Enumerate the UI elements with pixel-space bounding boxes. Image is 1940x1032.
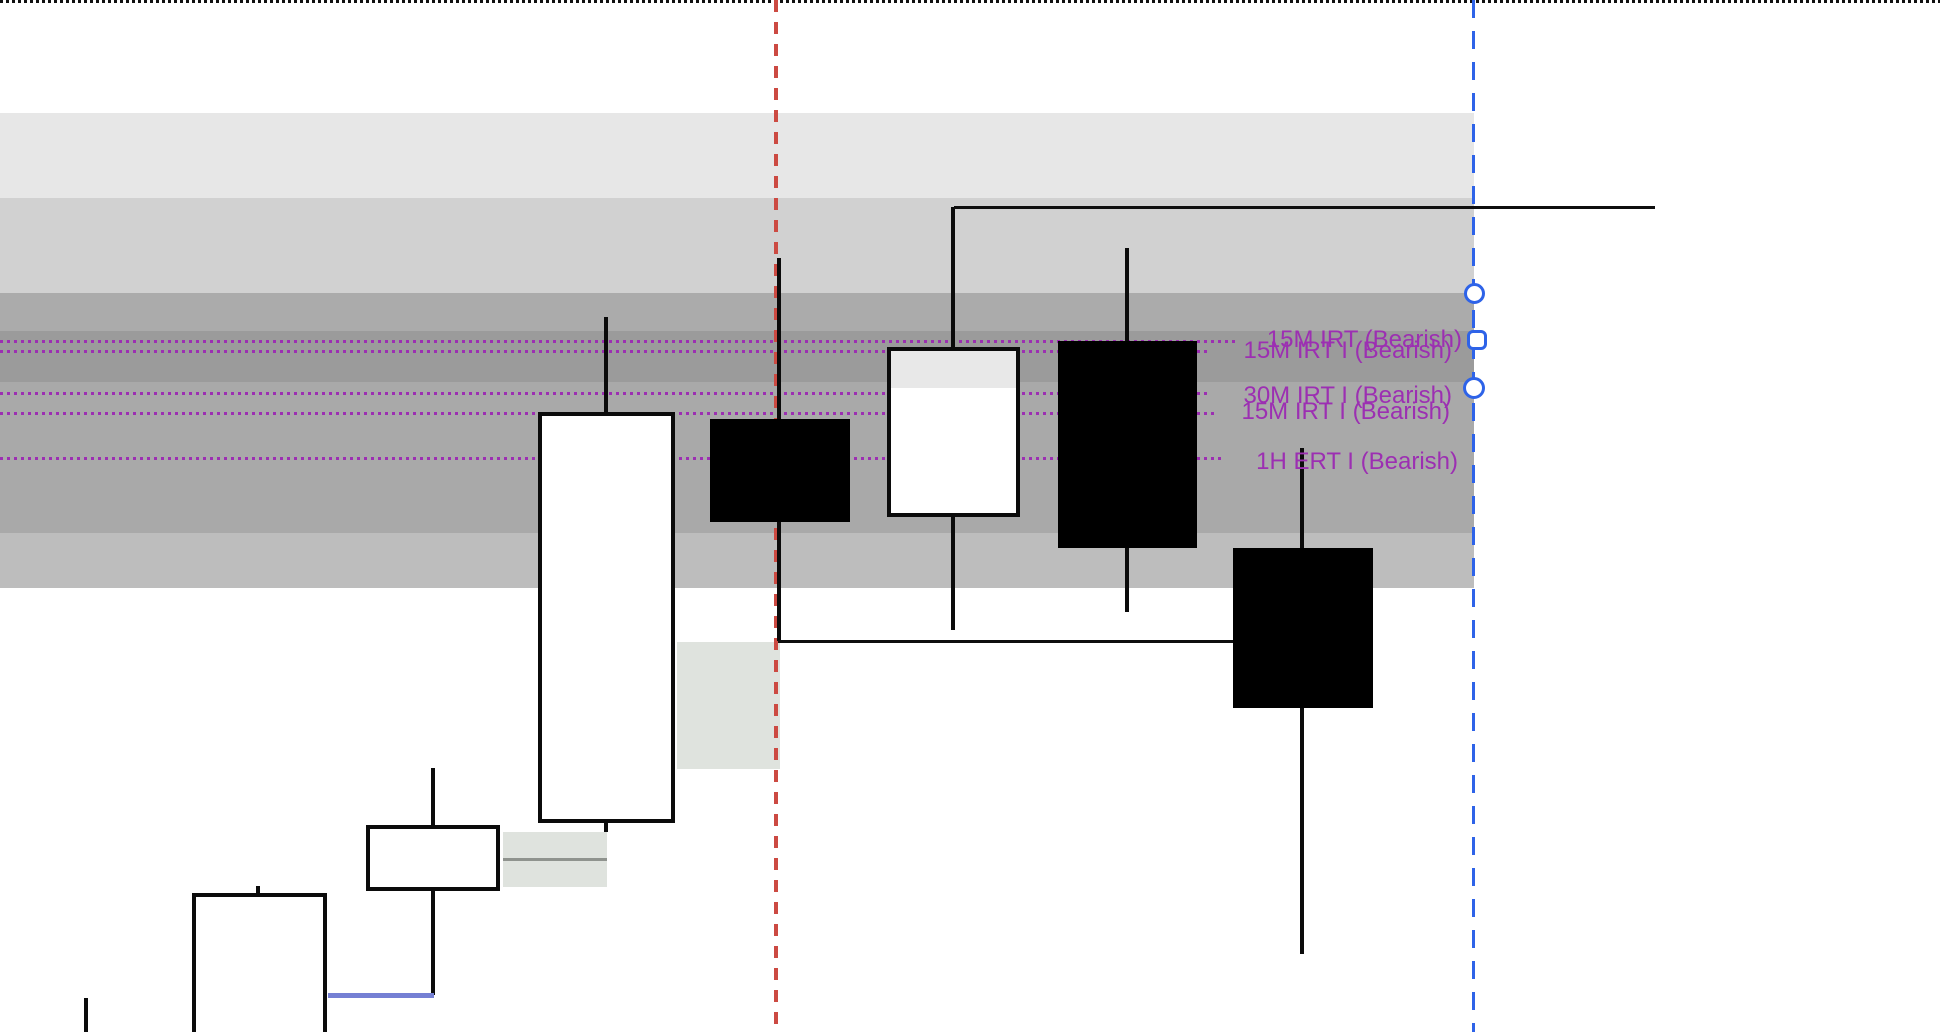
- dotted-price-level: [0, 0, 1940, 3]
- candle-3-wick: [604, 317, 608, 412]
- selection-handle-square[interactable]: [1467, 330, 1487, 350]
- irt-level-dotted-line: [0, 340, 1236, 343]
- candle-3: [538, 412, 675, 823]
- candle-5: [887, 347, 1020, 517]
- candle-6: [1058, 341, 1197, 548]
- candle-3-wick: [604, 823, 608, 832]
- supply-zone-band: [0, 293, 1474, 331]
- supply-zone-band: [0, 331, 1474, 382]
- supply-zone-band: [0, 198, 1474, 293]
- supply-zone-band: [0, 113, 1474, 198]
- candle-1: [192, 893, 327, 1032]
- candle-2: [366, 825, 500, 891]
- candle-6-wick: [1125, 548, 1129, 612]
- candle-2-wick: [431, 768, 435, 825]
- measurement-box: [503, 832, 607, 887]
- mid-structure-line: [778, 640, 1233, 643]
- top-breakout-line: [954, 206, 1655, 209]
- candle-4-wick: [777, 522, 781, 641]
- candle-1-wick: [256, 886, 260, 893]
- candle-7: [1233, 548, 1373, 708]
- candle-5-wick: [951, 517, 955, 630]
- candle-5-upper-fill: [891, 351, 1016, 388]
- selection-handle-circle[interactable]: [1463, 377, 1485, 399]
- blue-dashed-vline[interactable]: [1472, 0, 1475, 1032]
- selection-handle-circle[interactable]: [1463, 282, 1485, 304]
- candle-7-wick: [1300, 708, 1304, 954]
- candle-4-wick: [777, 258, 781, 419]
- supply-zone-band: [0, 533, 1474, 588]
- candle-2-wick: [431, 891, 435, 995]
- candle-6-wick: [1125, 248, 1129, 341]
- candle-7-wick: [1300, 448, 1304, 548]
- irt-level-label: 1H ERT I (Bearish): [1256, 448, 1458, 475]
- irt-level-label: 15M IRT I (Bearish): [1241, 398, 1450, 425]
- irt-level-label: 30M IRT I (Bearish): [1243, 382, 1452, 409]
- blue-structure-segment: [328, 993, 434, 998]
- candle-4: [710, 419, 850, 522]
- measurement-box: [677, 642, 780, 769]
- candle-5-wick: [951, 207, 955, 347]
- edge-candle-wick: [84, 998, 88, 1032]
- measurement-box-midline: [503, 858, 607, 861]
- irt-level-label: 15M IRT I (Bearish): [1243, 337, 1452, 364]
- irt-level-label: 15M IRT (Bearish): [1266, 326, 1462, 353]
